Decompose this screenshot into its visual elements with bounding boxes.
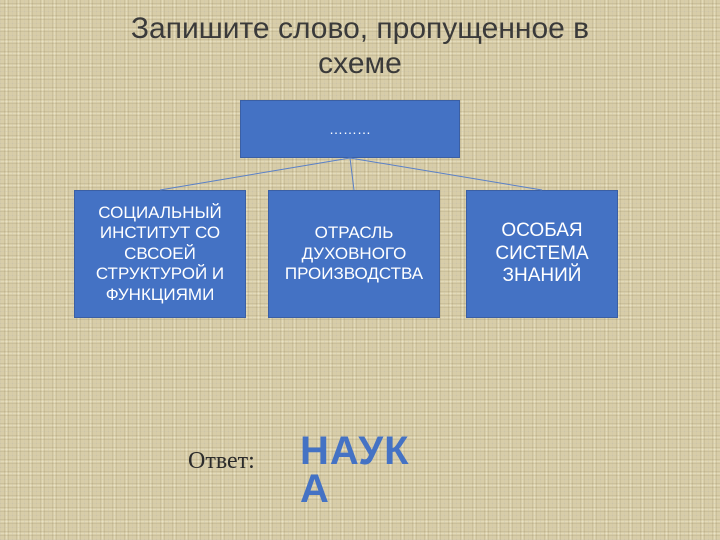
child-box-label: ОТРАСЛЬ ДУХОВНОГО ПРОИЗВОДСТВА bbox=[277, 223, 431, 284]
child-box-label: СОЦИАЛЬНЫЙ ИНСТИТУТ СО СВСОЕЙ СТРУКТУРОЙ… bbox=[83, 203, 237, 305]
diagram-top-box: ……… bbox=[240, 100, 460, 158]
title-line-1: Запишите слово, пропущенное в bbox=[131, 12, 589, 45]
title-line-2: схеме bbox=[318, 47, 402, 80]
diagram-child-box: ОТРАСЛЬ ДУХОВНОГО ПРОИЗВОДСТВА bbox=[268, 190, 440, 318]
top-box-label: ……… bbox=[329, 121, 371, 138]
diagram-child-box: СОЦИАЛЬНЫЙ ИНСТИТУТ СО СВСОЕЙ СТРУКТУРОЙ… bbox=[74, 190, 246, 318]
diagram-child-box: ОСОБАЯ СИСТЕМА ЗНАНИЙ bbox=[466, 190, 618, 318]
page-title: Запишите слово, пропущенное в схеме bbox=[0, 12, 720, 81]
answer-value: НАУК А bbox=[300, 432, 410, 508]
answer-label: Ответ: bbox=[188, 448, 255, 475]
child-box-label: ОСОБАЯ СИСТЕМА ЗНАНИЙ bbox=[475, 220, 609, 288]
answer-value-line2: А bbox=[300, 467, 330, 511]
answer-label-text: Ответ: bbox=[188, 448, 255, 474]
